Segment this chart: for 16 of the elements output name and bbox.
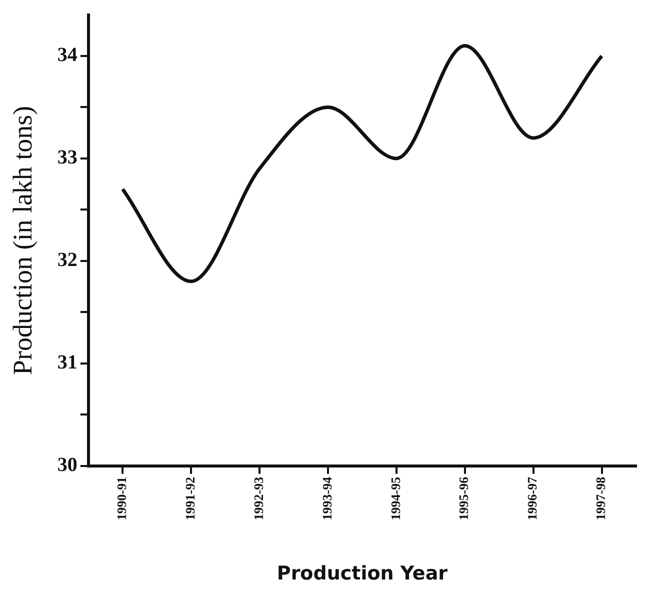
x-tick-label: 1994-95	[388, 476, 403, 520]
y-tick-label: 33	[57, 146, 78, 169]
y-axis-title: Production (in lakh tons)	[7, 106, 38, 376]
x-tick-label: 1992-93	[250, 476, 266, 520]
y-tick-label: 31	[57, 352, 78, 374]
x-tick-label: 1993-94	[319, 476, 334, 520]
x-axis-title: Production Year	[276, 562, 448, 585]
x-tick-label: 1996-97	[524, 476, 540, 520]
x-tick-label: 1990-91	[114, 476, 129, 520]
line-series	[120, 44, 604, 284]
x-tick-label: 1995-96	[456, 476, 472, 520]
y-tick-label: 32	[57, 249, 78, 272]
x-tick-label: 1997-98	[593, 476, 608, 520]
x-tick-label: 1991-92	[182, 476, 198, 520]
y-tick-label: 30	[57, 454, 78, 476]
y-tick-label: 34	[57, 44, 78, 66]
